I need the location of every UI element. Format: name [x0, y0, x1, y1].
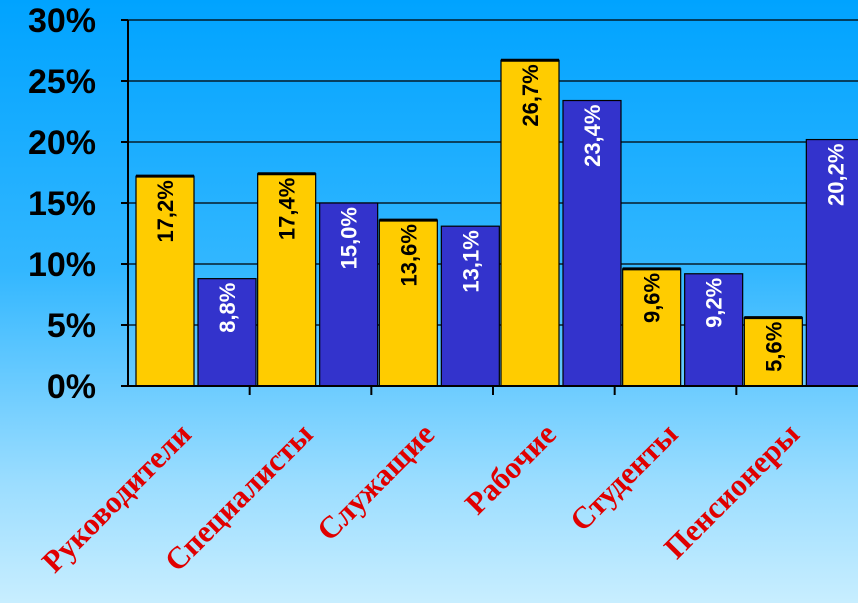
x-tick-label: Рабочие: [458, 416, 563, 521]
data-label: 26,7%: [518, 64, 543, 126]
y-tick-label: 15%: [28, 185, 96, 223]
y-tick-label: 5%: [47, 307, 96, 345]
bars: [135, 58, 858, 387]
y-tick-label: 30%: [28, 2, 96, 40]
data-label: 13,1%: [458, 230, 483, 292]
data-label: 8,8%: [215, 283, 240, 333]
data-label: 17,2%: [153, 180, 178, 242]
x-tick-label: Студенты: [563, 416, 685, 538]
y-tick-label: 10%: [28, 246, 96, 284]
data-label: 23,4%: [580, 105, 605, 167]
y-tick-label: 0%: [47, 368, 96, 406]
y-tick-label: 20%: [28, 124, 96, 162]
bar: [319, 202, 379, 387]
bar: [805, 138, 858, 387]
bar: [743, 317, 803, 387]
data-label: 15,0%: [337, 207, 362, 269]
bar: [622, 268, 682, 387]
bar: [257, 173, 317, 387]
bar: [378, 219, 438, 387]
data-label: 13,6%: [396, 224, 421, 286]
data-label: 20,2%: [823, 144, 848, 206]
bar: [197, 278, 257, 387]
axis-ticks: [121, 19, 738, 395]
data-label: 9,6%: [640, 273, 665, 323]
x-tick-label: Служащие: [310, 416, 441, 547]
y-tick-label: 25%: [28, 63, 96, 101]
data-labels: 17,2% 8,8% 17,4% 15,0% 13,6% 13,1% 26,7% 23,4% 9…: [153, 64, 848, 372]
bar: [440, 225, 500, 387]
y-tick-labels: 0% 5% 10% 15% 20% 25% 30%: [28, 2, 96, 406]
data-label: 5,6%: [761, 322, 786, 372]
data-label: 17,4%: [275, 178, 300, 240]
bar: [562, 99, 622, 387]
bar: [684, 273, 744, 387]
data-label: 9,2%: [702, 278, 727, 328]
